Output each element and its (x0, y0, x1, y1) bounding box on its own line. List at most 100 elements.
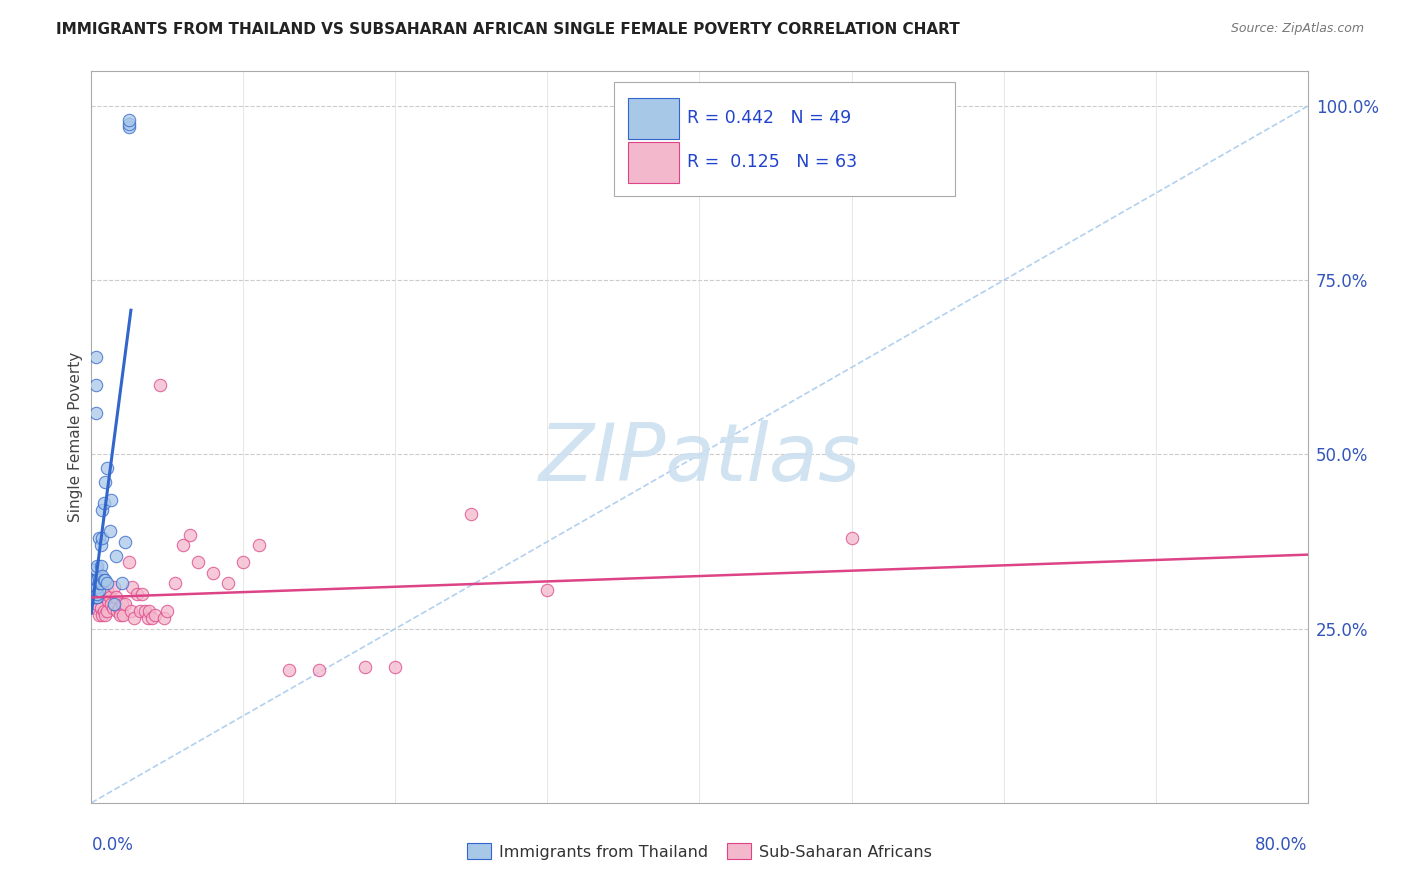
Point (104, 591, 127, 605)
Point (100, 492, 122, 507)
Text: ZIPatlas: ZIPatlas (538, 420, 860, 498)
Point (91, 569, 114, 583)
Point (91, 531, 114, 545)
Point (93, 496, 115, 510)
FancyBboxPatch shape (627, 98, 679, 138)
Point (156, 604, 179, 618)
Point (118, 120, 141, 134)
Point (82, 583, 104, 598)
Text: 80.0%: 80.0% (1256, 836, 1308, 854)
FancyBboxPatch shape (614, 82, 955, 195)
Point (120, 604, 142, 618)
Point (82, 573, 104, 587)
Point (149, 377, 172, 392)
Point (84, 583, 107, 598)
Point (118, 117, 141, 131)
Point (84, 562, 107, 576)
Text: 0.0%: 0.0% (91, 836, 134, 854)
Text: IMMIGRANTS FROM THAILAND VS SUBSAHARAN AFRICAN SINGLE FEMALE POVERTY CORRELATION: IMMIGRANTS FROM THAILAND VS SUBSAHARAN A… (56, 22, 960, 37)
Point (118, 556, 141, 570)
Point (84, 580, 107, 594)
Point (172, 538, 194, 552)
Point (87, 531, 110, 545)
Point (91, 587, 114, 601)
Point (84, 573, 107, 587)
Point (89, 538, 111, 552)
Point (460, 507, 482, 521)
Point (97, 594, 120, 608)
Point (138, 604, 160, 618)
Point (84, 587, 107, 601)
Point (110, 607, 132, 622)
Point (100, 597, 122, 611)
Point (163, 576, 186, 591)
Point (118, 113, 141, 128)
Point (187, 556, 209, 570)
Point (87, 576, 110, 591)
Point (841, 531, 863, 545)
Point (84, 600, 107, 615)
Point (143, 607, 166, 622)
Point (278, 664, 301, 678)
Legend: Immigrants from Thailand, Sub-Saharan Africans: Immigrants from Thailand, Sub-Saharan Af… (463, 838, 936, 864)
Point (96, 583, 118, 598)
Point (308, 664, 330, 678)
Point (86, 573, 108, 587)
Point (86, 591, 108, 605)
Point (179, 527, 201, 541)
Point (83, 576, 105, 591)
Point (89, 576, 111, 591)
Point (84, 587, 107, 601)
Point (105, 604, 128, 618)
Point (98, 524, 121, 538)
Point (86, 587, 108, 601)
Point (86, 587, 108, 601)
Point (84, 591, 107, 605)
Point (93, 587, 115, 601)
Y-axis label: Single Female Poverty: Single Female Poverty (67, 352, 83, 522)
Point (96, 604, 118, 618)
Point (84, 406, 107, 420)
Point (86, 580, 108, 594)
Point (98, 591, 121, 605)
Point (114, 534, 136, 549)
Point (87, 591, 110, 605)
Point (101, 600, 124, 615)
Point (136, 611, 159, 625)
Point (94, 573, 117, 587)
FancyBboxPatch shape (627, 142, 679, 183)
Point (107, 600, 129, 615)
Point (83, 587, 105, 601)
Point (103, 580, 125, 594)
Point (87, 573, 110, 587)
Point (87, 607, 110, 622)
Point (96, 461, 118, 475)
Point (103, 597, 125, 611)
Point (131, 587, 153, 601)
Point (129, 604, 152, 618)
Point (82, 580, 104, 594)
Point (125, 587, 148, 601)
Point (82, 591, 104, 605)
Point (83, 573, 105, 587)
Point (83, 580, 105, 594)
Point (84, 576, 107, 591)
Point (89, 583, 111, 598)
Point (121, 580, 143, 594)
Point (536, 583, 558, 598)
Point (112, 607, 135, 622)
Point (111, 576, 134, 591)
Point (93, 604, 115, 618)
Point (91, 607, 114, 622)
Point (82, 576, 104, 591)
Point (84, 350, 107, 364)
Point (96, 576, 118, 591)
Point (134, 604, 156, 618)
Text: R = 0.442   N = 49: R = 0.442 N = 49 (688, 109, 852, 128)
Point (89, 600, 111, 615)
Point (141, 611, 163, 625)
Point (86, 597, 108, 611)
Point (86, 580, 108, 594)
Point (83, 591, 105, 605)
Point (87, 576, 110, 591)
